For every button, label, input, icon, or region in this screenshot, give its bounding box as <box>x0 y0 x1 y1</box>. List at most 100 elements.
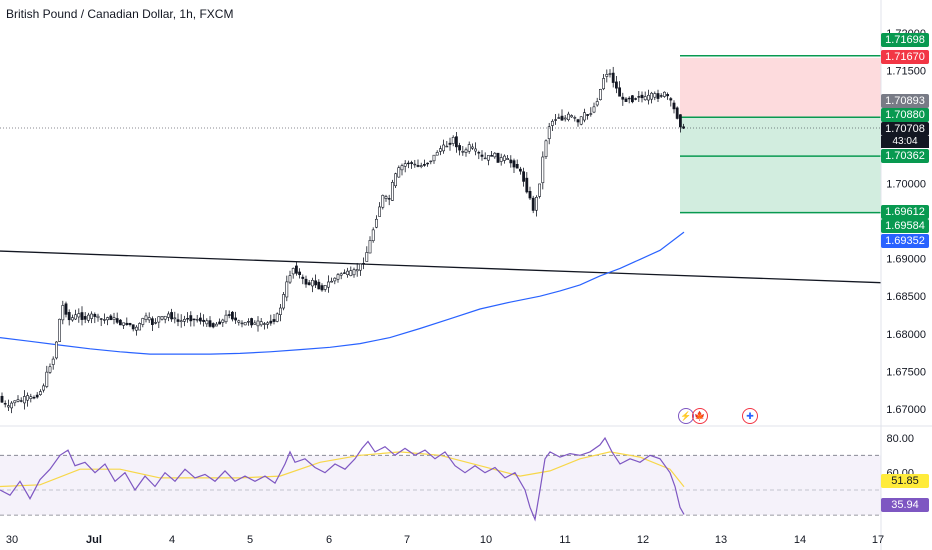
candle-body <box>234 317 238 321</box>
rsi-ma-line <box>0 451 685 488</box>
candle-body <box>435 152 439 156</box>
price-axis-label: 1.68000 <box>886 329 926 341</box>
stop-top-price-tag: 1.71698 <box>881 33 929 47</box>
candle-body <box>109 315 113 321</box>
candle-body <box>138 323 142 331</box>
candle-body <box>365 252 369 262</box>
candle-body <box>621 96 625 100</box>
time-axis-label: 4 <box>169 534 175 546</box>
candle-body <box>96 315 100 319</box>
candle-body <box>192 318 196 321</box>
candle-body <box>221 319 225 323</box>
candle-body <box>16 399 20 402</box>
candle-body <box>362 262 366 265</box>
previous-close-price-tag: 1.70893 <box>881 94 929 108</box>
candle-body <box>7 405 10 408</box>
candle-body <box>323 285 327 290</box>
candle-body <box>115 318 119 323</box>
profit-zone <box>680 117 881 213</box>
candle-body <box>646 94 650 101</box>
target1-price-tag: 1.70362 <box>881 149 929 163</box>
candle-body <box>58 318 62 342</box>
candle-body <box>602 78 606 90</box>
candle-body <box>211 323 215 328</box>
candle-body <box>630 95 634 103</box>
candle-body <box>496 152 500 163</box>
candle-body <box>509 159 513 164</box>
candle-body <box>400 165 404 171</box>
candle-body <box>493 152 497 158</box>
candle-body <box>256 320 260 327</box>
candle-body <box>253 322 257 325</box>
event-canada-flag-icon[interactable]: 🍁 <box>692 408 708 424</box>
candle-body <box>384 196 388 199</box>
candle-body <box>355 269 359 272</box>
candle-body <box>93 313 97 317</box>
candle-body <box>563 117 567 120</box>
candle-body <box>582 112 586 121</box>
candle-body <box>298 271 302 276</box>
candle-body <box>429 160 433 163</box>
candle-body <box>528 191 532 199</box>
candle-body <box>598 89 602 101</box>
rsi-band <box>0 455 881 516</box>
rsi-value-tag: 35.94 <box>881 498 929 512</box>
candle-body <box>189 315 193 322</box>
candle-body <box>371 229 375 242</box>
candle-body <box>10 402 14 409</box>
candle-body <box>141 318 145 325</box>
candle-body <box>13 400 17 404</box>
candle-body <box>669 98 673 101</box>
time-axis-label: 10 <box>480 534 492 546</box>
candle-body <box>135 326 138 331</box>
candle-body <box>125 322 129 326</box>
candle-body <box>122 322 126 326</box>
candle-body <box>490 155 494 157</box>
candle-body <box>224 314 228 323</box>
price-axis-label: 1.68500 <box>886 291 926 303</box>
candle-body <box>346 270 350 275</box>
candle-body <box>394 173 398 187</box>
candle-body <box>64 303 68 315</box>
candle-body <box>103 319 106 321</box>
candle-body <box>0 395 4 403</box>
time-axis-label: 5 <box>247 534 253 546</box>
candle-body <box>502 155 506 161</box>
price-axis-label: 1.69000 <box>886 254 926 266</box>
candle-body <box>87 314 90 321</box>
candle-body <box>605 74 609 77</box>
candle-body <box>554 119 558 121</box>
candle-body <box>147 317 151 321</box>
candle-body <box>67 312 71 321</box>
candle-body <box>637 96 641 98</box>
candle-body <box>247 321 250 323</box>
candle-body <box>179 320 183 323</box>
candle-body <box>525 177 529 193</box>
candle-body <box>42 385 46 391</box>
candle-body <box>74 314 78 320</box>
candle-body <box>336 274 340 280</box>
candle-body <box>106 317 110 321</box>
stop-loss-price-tag: 1.71670 <box>881 50 929 64</box>
bar-countdown: 43:04 <box>881 136 929 148</box>
event-uk-flag-icon[interactable]: ✚ <box>742 408 758 424</box>
candle-body <box>451 136 455 144</box>
candle-body <box>624 98 628 102</box>
candle-body <box>474 148 478 152</box>
candle-body <box>403 163 407 167</box>
candle-body <box>467 144 471 152</box>
price-axis-label: 1.70000 <box>886 178 926 190</box>
candle-body <box>378 206 382 217</box>
candle-body <box>531 197 535 211</box>
candle-body <box>3 403 7 405</box>
candle-body <box>512 160 516 168</box>
candle-body <box>544 140 548 157</box>
candle-body <box>333 277 337 282</box>
candle-body <box>397 167 401 178</box>
candle-body <box>538 183 542 197</box>
candle-body <box>608 73 612 75</box>
moving-average-price-tag: 1.69352 <box>881 234 929 248</box>
rsi-ma-value-tag: 51.85 <box>881 474 929 488</box>
candle-body <box>51 358 55 365</box>
